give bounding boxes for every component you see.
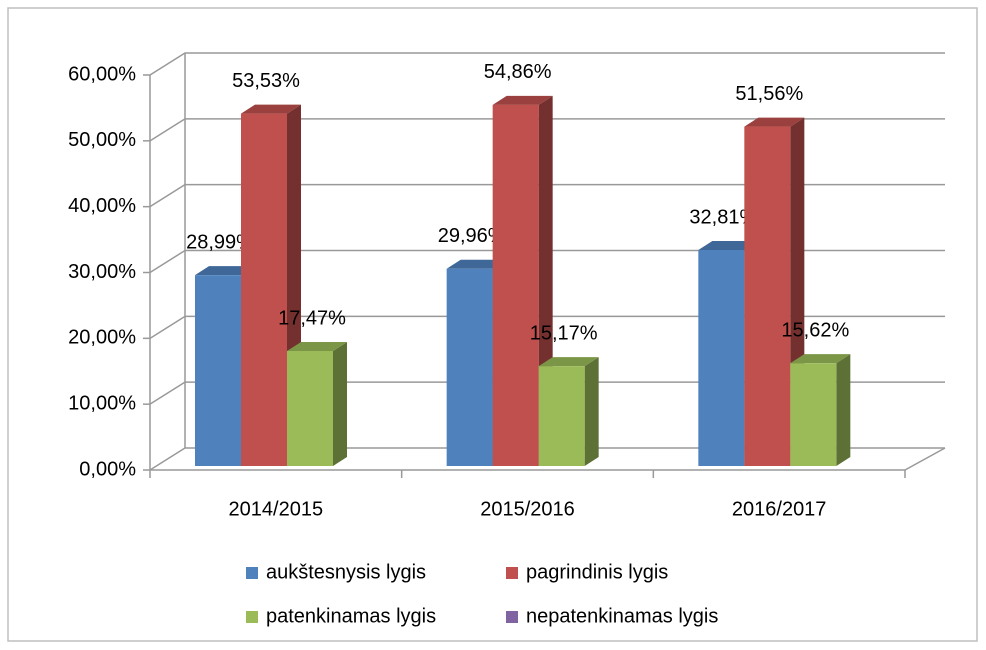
bar bbox=[195, 275, 241, 466]
x-tick-label: 2016/2017 bbox=[732, 498, 827, 520]
legend-label: aukštesnysis lygis bbox=[266, 561, 426, 583]
legend-swatch bbox=[506, 611, 518, 623]
grid-line bbox=[149, 249, 945, 274]
x-tick-label: 2015/2016 bbox=[480, 498, 575, 520]
bar bbox=[698, 250, 745, 466]
data-label: 29,96% bbox=[438, 225, 506, 247]
bar-side bbox=[333, 341, 347, 466]
bar bbox=[790, 363, 837, 466]
x-tick-label: 2014/2015 bbox=[229, 498, 324, 520]
bar bbox=[538, 366, 585, 466]
y-tick-label: 40,00% bbox=[68, 195, 136, 217]
legend-swatch bbox=[246, 567, 258, 579]
y-tick-label: 0,00% bbox=[79, 458, 136, 480]
grid-line bbox=[149, 118, 945, 142]
legend-label: nepatenkinamas lygis bbox=[526, 605, 718, 627]
legend-swatch bbox=[506, 567, 518, 579]
y-tick-label: 60,00% bbox=[68, 63, 136, 85]
bar bbox=[446, 268, 493, 466]
bar-top bbox=[538, 357, 599, 367]
bar bbox=[492, 104, 539, 467]
bar-top bbox=[698, 241, 759, 251]
bar-top bbox=[492, 95, 553, 105]
data-label: 54,86% bbox=[484, 61, 552, 83]
grid-line bbox=[149, 315, 945, 339]
data-label: 53,53% bbox=[232, 70, 300, 92]
legend-label: patenkinamas lygis bbox=[266, 605, 436, 627]
data-label: 15,62% bbox=[781, 319, 849, 341]
y-tick-label: 50,00% bbox=[68, 129, 136, 151]
bar-top bbox=[287, 341, 347, 351]
data-label: 17,47% bbox=[278, 307, 346, 329]
y-tick-label: 20,00% bbox=[68, 327, 136, 349]
grid-line bbox=[149, 52, 945, 76]
legend-swatch bbox=[246, 611, 258, 623]
bar bbox=[744, 126, 791, 467]
y-tick-label: 30,00% bbox=[68, 261, 136, 283]
y-tick-label: 10,00% bbox=[68, 392, 136, 414]
data-label: 28,99% bbox=[186, 231, 254, 253]
bar bbox=[287, 350, 333, 466]
grid-line bbox=[149, 183, 945, 208]
bar bbox=[241, 113, 287, 466]
floor-right bbox=[904, 447, 946, 471]
data-label: 15,17% bbox=[530, 322, 598, 344]
bar-side bbox=[584, 357, 599, 466]
bar-side bbox=[836, 354, 851, 466]
data-label: 32,81% bbox=[689, 206, 757, 228]
bar-top bbox=[446, 259, 507, 269]
grid-line bbox=[149, 381, 945, 405]
bar-top bbox=[790, 354, 851, 364]
legend-label: pagrindinis lygis bbox=[526, 561, 668, 583]
bar-top bbox=[744, 117, 805, 127]
bar-top bbox=[241, 104, 301, 114]
grid-line bbox=[149, 447, 945, 471]
bar-top bbox=[195, 266, 255, 276]
data-label: 51,56% bbox=[735, 83, 803, 105]
